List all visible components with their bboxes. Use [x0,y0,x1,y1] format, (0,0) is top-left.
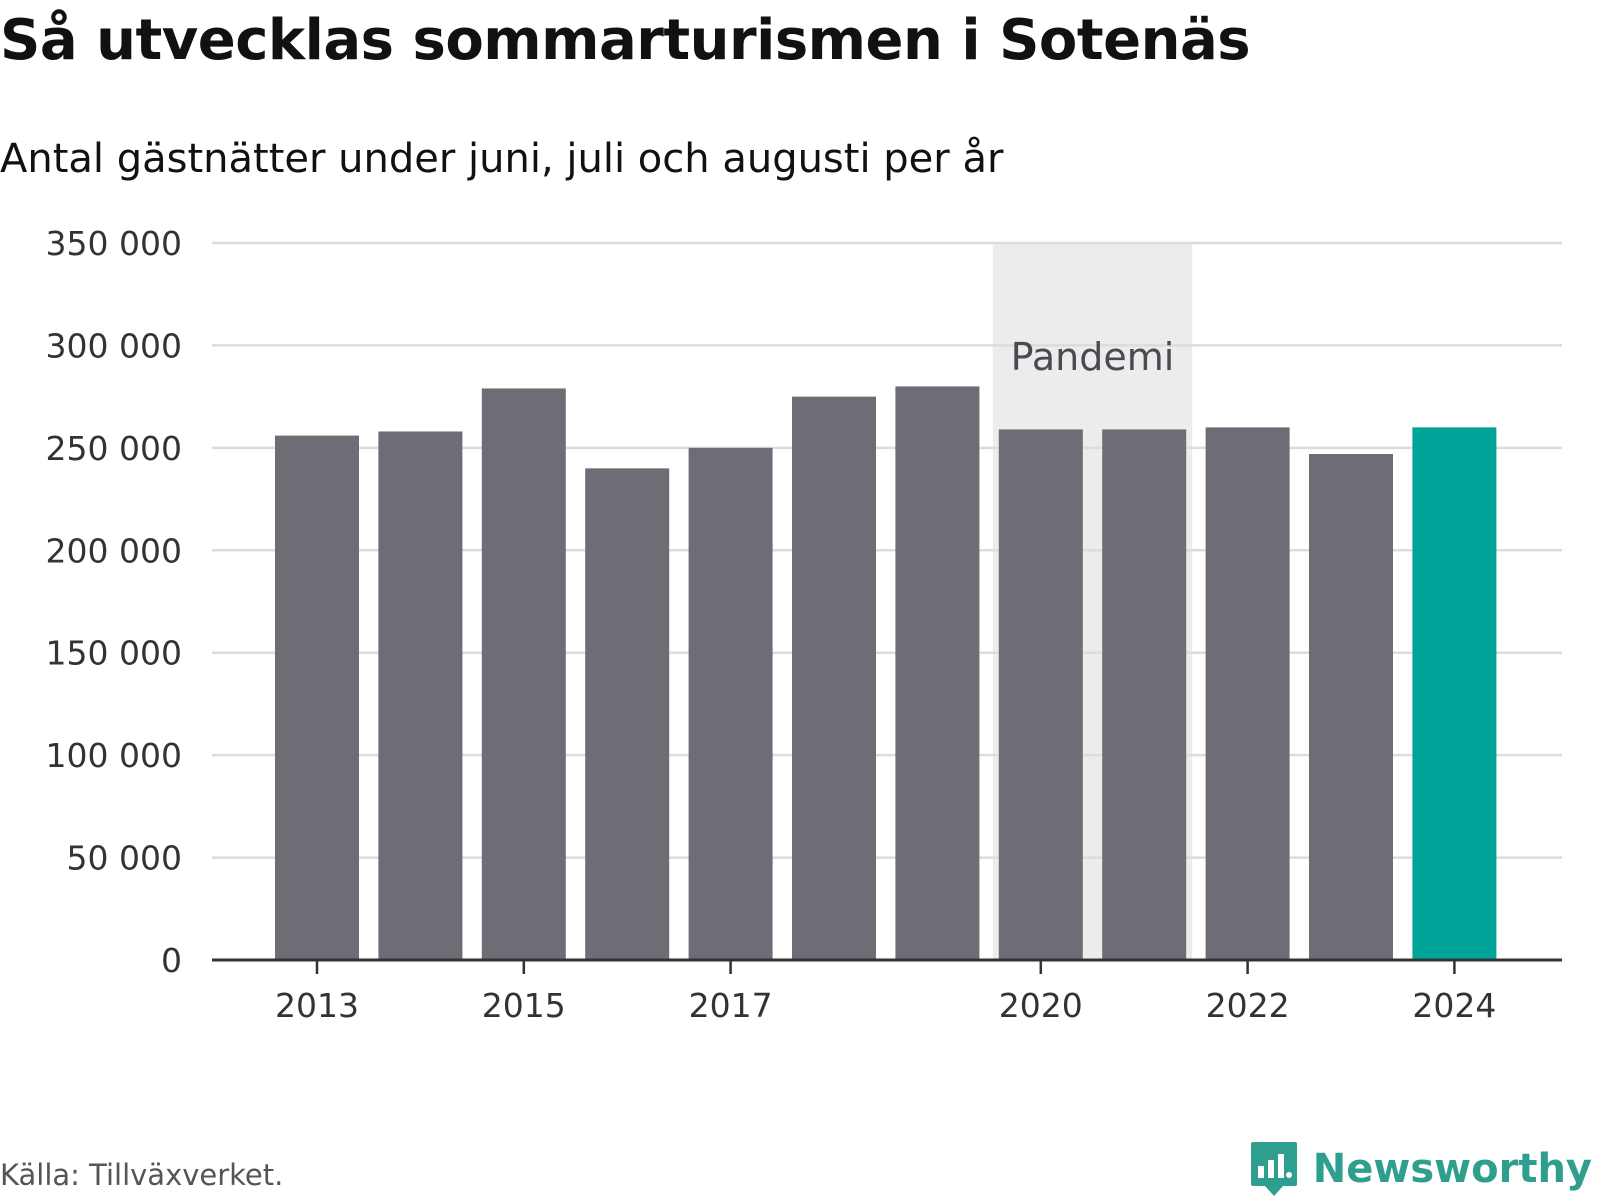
y-tick-label: 350 000 [46,224,182,263]
bar [1309,454,1393,960]
annotation-label: Pandemi [1011,335,1175,379]
newsworthy-logo-icon [1250,1142,1297,1196]
y-tick-label: 100 000 [46,736,182,775]
bar [481,388,566,960]
bar-chart: 0 50 000 100 000 150 000 200 000 250 000 300 0… [46,224,1562,1025]
bar [1102,429,1187,960]
chart-title: Så utvecklas sommarturismen i Sotenäs [0,8,1251,73]
chart-subtitle: Antal gästnätter under juni, juli och au… [0,136,1004,182]
bar [275,435,359,961]
bar [688,447,773,960]
bar [378,431,463,960]
y-tick-label: 0 [161,941,182,980]
bar [1205,427,1290,960]
x-tick-label: 2015 [482,986,566,1025]
y-tick-label: 150 000 [46,634,182,673]
source-note: Källa: Tillväxverket. [0,1158,284,1192]
y-tick-label: 300 000 [46,326,182,365]
bar-highlight [1412,427,1497,960]
x-tick-label: 2020 [999,986,1083,1025]
brand-name: Newsworthy [1312,1146,1592,1192]
bar [792,396,876,961]
y-tick-label: 50 000 [67,839,182,878]
bar [585,468,670,960]
x-tick-label: 2022 [1206,986,1290,1025]
x-tick-label: 2013 [275,986,359,1025]
x-tick-label: 2017 [689,986,773,1025]
bar [895,386,980,960]
y-tick-label: 200 000 [46,531,182,570]
bar [998,429,1083,960]
y-tick-label: 250 000 [46,429,182,468]
x-tick-label: 2024 [1412,986,1496,1025]
brand-logo: Newsworthy [1249,1140,1592,1198]
